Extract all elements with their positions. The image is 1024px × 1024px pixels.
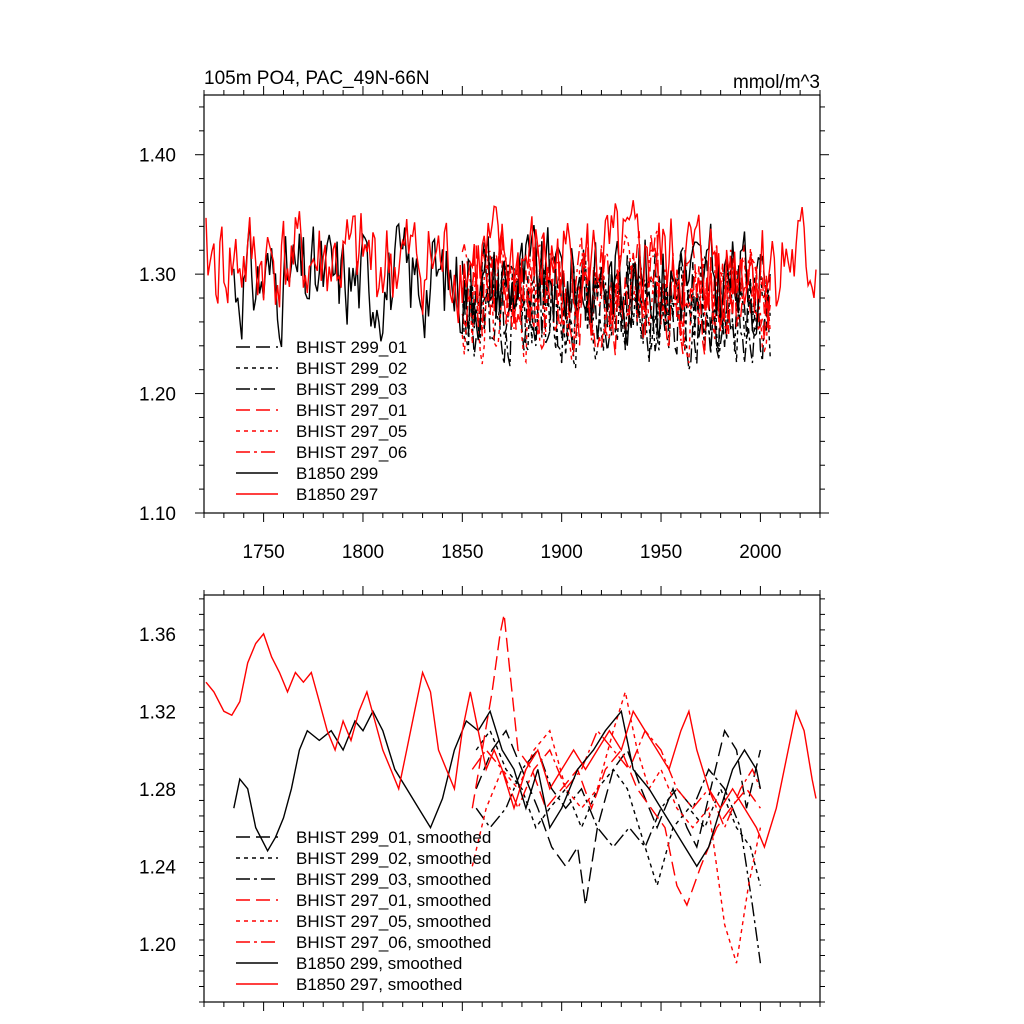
legend-label: BHIST 297_05 [296, 422, 407, 441]
plot-frame-bottom [203, 594, 821, 1003]
legend-label: BHIST 297_06 [296, 443, 407, 462]
legend-label: B1850 299 [296, 464, 378, 483]
x-tick-label: 1900 [541, 542, 583, 563]
y-tick-label: 1.28 [139, 780, 176, 801]
series-line [205, 200, 817, 325]
legend-label: BHIST 299_01, smoothed [296, 828, 491, 847]
legend-label: BHIST 299_03, smoothed [296, 870, 491, 889]
x-tick-label: 2000 [739, 542, 781, 563]
series-line [461, 227, 771, 351]
series-line [205, 632, 817, 850]
units-label: mmol/m^3 [733, 72, 820, 93]
series-line [233, 221, 762, 348]
x-tick-label: 1850 [441, 542, 483, 563]
legend-label: B1850 297 [296, 485, 378, 504]
legend-label: BHIST 299_01 [296, 338, 407, 357]
series-line [475, 728, 762, 906]
legend-label: B1850 299, smoothed [296, 954, 462, 973]
series-line [471, 691, 762, 964]
y-tick-label: 1.40 [139, 146, 176, 167]
y-tick-label: 1.30 [139, 265, 176, 286]
legend-label: BHIST 297_05, smoothed [296, 912, 491, 931]
series-line [475, 729, 762, 889]
chart-title: 105m PO4, PAC_49N-66N [204, 68, 430, 89]
x-tick-label: 1750 [242, 542, 284, 563]
y-tick-label: 1.36 [139, 625, 176, 646]
x-tick-label: 1800 [342, 542, 384, 563]
x-tick-label: 1950 [640, 542, 682, 563]
plot-frame-top [203, 94, 821, 514]
legend-label: BHIST 299_02, smoothed [296, 849, 491, 868]
legend-label: B1850 297, smoothed [296, 975, 462, 994]
top-series [205, 200, 817, 370]
legend-label: BHIST 299_02 [296, 359, 407, 378]
legend-label: BHIST 297_06, smoothed [296, 933, 491, 952]
y-tick-label: 1.20 [139, 935, 176, 956]
series-line [475, 748, 762, 964]
bottom-series [205, 614, 817, 964]
y-tick-label: 1.32 [139, 702, 176, 723]
legend-label: BHIST 299_03 [296, 380, 407, 399]
bottom-legend: BHIST 299_01, smoothed BHIST 299_02, smoo… [236, 828, 491, 994]
legend-label: BHIST 297_01, smoothed [296, 891, 491, 910]
y-tick-label: 1.10 [139, 504, 176, 525]
y-tick-label: 1.24 [139, 857, 176, 878]
top-legend: BHIST 299_01 BHIST 299_02 BHIST 299_03 BHIS… [236, 338, 407, 504]
series-line [461, 234, 771, 365]
legend-label: BHIST 297_01 [296, 401, 407, 420]
top-panel: 105m PO4, PAC_49N-66N mmol/m^3 1750 1800 1… [139, 68, 829, 563]
series-line [471, 614, 761, 907]
y-tick-label: 1.20 [139, 385, 176, 406]
series-line [471, 729, 762, 830]
series-line [233, 709, 762, 868]
bottom-axis-ticks: 1.20 1.24 1.28 1.32 1.36 [139, 586, 825, 1011]
bottom-panel: 1.20 1.24 1.28 1.32 1.36 BHIST 299_01, smoot… [139, 586, 825, 1011]
top-axis-ticks: 1750 1800 1850 1900 1950 2000 1.10 1.20 1.30 1.40 [139, 86, 829, 563]
